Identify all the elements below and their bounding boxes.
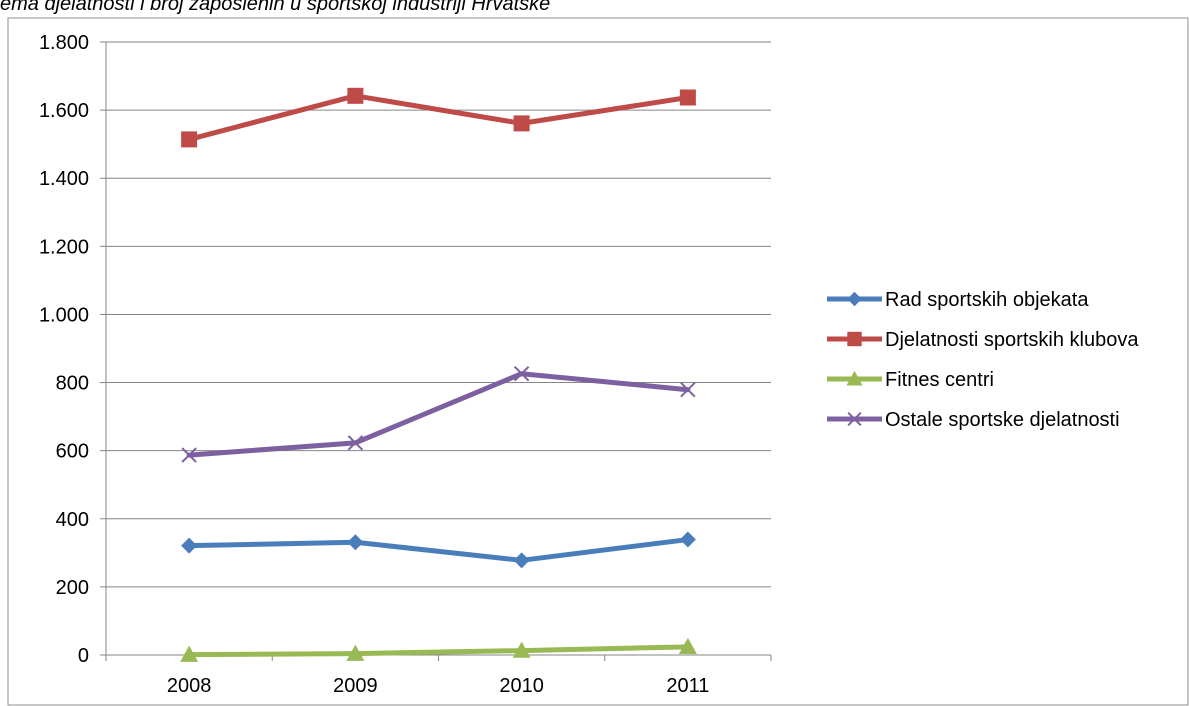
x-marker [181,447,197,463]
diamond-marker [181,537,198,554]
square-marker [679,89,696,106]
diamond-marker [679,531,696,548]
legend-item: Djelatnosti sportskih klubova [827,329,1139,351]
triangle-marker [512,641,531,658]
y-tick-label: 1.800 [39,32,89,54]
legend-label: Ostale sportske djelatnosti [885,409,1120,431]
triangle-marker [180,645,199,662]
diamond-marker [347,534,364,551]
legend-label: Djelatnosti sportskih klubova [885,329,1139,351]
legend-item: Ostale sportske djelatnosti [827,409,1120,431]
square-marker [181,131,198,148]
series-line [181,365,696,463]
square-marker [513,115,530,132]
y-tick-label: 0 [78,645,89,667]
legend-label: Rad sportskih objekata [885,289,1089,311]
square-marker [347,87,364,104]
plot-area [180,87,697,662]
legend: Rad sportskih objekata Djelatnosti sports… [827,289,1139,431]
triangle-marker [346,644,365,661]
series-path [186,93,691,142]
chart-caption: ema djelatnosti i broj zaposlenih u spor… [0,0,551,15]
x-marker [847,411,862,427]
y-tick-label: 200 [56,577,89,599]
x-tick-label: 2011 [666,675,709,697]
series-path [186,644,691,658]
y-tick-label: 1.400 [39,168,89,190]
y-tick-label: 1.200 [39,236,89,258]
chart-border [7,17,1189,706]
x-tick-label: 2009 [333,675,378,697]
x-marker [513,365,530,382]
y-tick-label: 400 [56,509,89,531]
x-marker [347,435,364,451]
axes: 0 200 400 600 800 1.000 1.200 1.400 1.600 1.800 20… [39,32,772,697]
y-tick-label: 800 [56,373,89,395]
x-tick-label: 2010 [499,675,544,697]
series-line [180,637,697,662]
diamond-marker [847,291,862,307]
y-tick-label: 600 [56,441,89,463]
y-tick-label: 1.000 [39,304,89,326]
x-tick-label: 2008 [167,675,212,697]
legend-item: Rad sportskih objekata [827,289,1089,311]
triangle-marker [678,637,697,655]
series-line [181,531,696,569]
legend-label: Fitnes centri [885,369,994,391]
legend-item: Fitnes centri [827,369,994,391]
diamond-marker [513,552,530,569]
square-marker [847,331,862,347]
series-path [186,371,691,458]
series-path [186,537,691,563]
y-tick-label: 1.600 [39,100,89,122]
triangle-marker [846,370,863,386]
x-marker [680,381,696,398]
series-line [181,87,696,148]
gridlines [106,41,771,588]
